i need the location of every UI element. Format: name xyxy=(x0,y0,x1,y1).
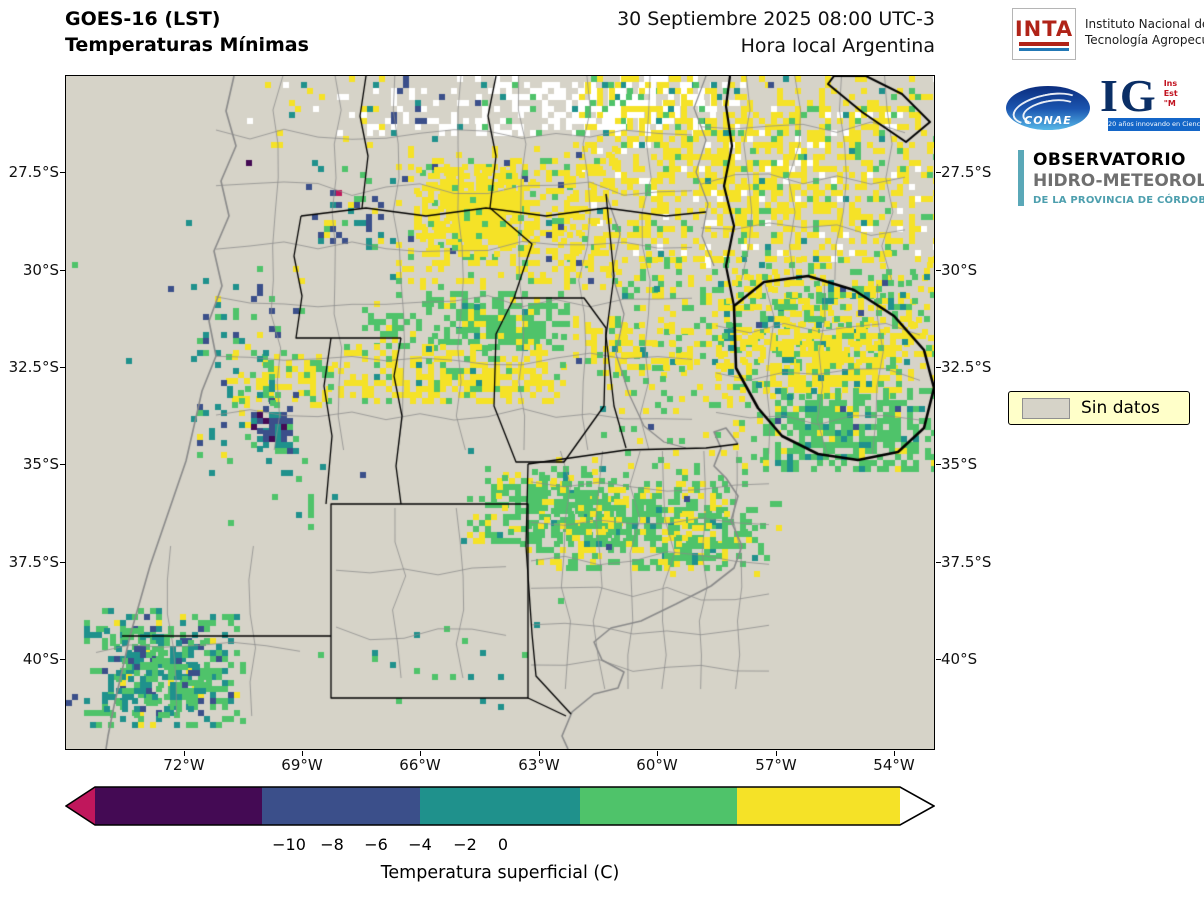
observatorio-line1: OBSERVATORIO xyxy=(1033,150,1186,170)
y-tick-mark xyxy=(60,367,65,368)
y-tick-mark xyxy=(60,172,65,173)
colorbar-tick-label: −4 xyxy=(408,835,432,854)
colorbar-segment xyxy=(420,787,580,825)
y-tick-mark xyxy=(936,172,941,173)
inta-stripe-red xyxy=(1019,41,1069,46)
ig-side-text: Ins Est "M xyxy=(1163,79,1178,108)
colorbar-segment xyxy=(95,787,262,825)
y-tick-mark xyxy=(60,562,65,563)
y-tick-label-left: 35°S xyxy=(22,455,59,473)
colorbar-label: Temperatura superficial (C) xyxy=(380,863,620,883)
colorbar-left-arrow xyxy=(66,787,95,825)
map-title: GOES-16 (LST) xyxy=(65,8,221,30)
y-tick-mark xyxy=(936,367,941,368)
colorbar-outline xyxy=(65,786,935,826)
y-tick-label-right: 30°S xyxy=(941,261,978,279)
y-tick-mark xyxy=(60,659,65,660)
y-tick-label-right: 37.5°S xyxy=(941,553,992,571)
x-tick-label: 63°W xyxy=(518,756,560,774)
y-tick-label-right: 32.5°S xyxy=(941,358,992,376)
x-tick-label: 57°W xyxy=(755,756,797,774)
y-tick-mark xyxy=(936,270,941,271)
y-tick-mark xyxy=(936,659,941,660)
observatorio-province: DE LA PROVINCIA DE CÓRDOBA xyxy=(1033,195,1204,206)
y-tick-label-left: 37.5°S xyxy=(8,553,59,571)
ig-acronym: IG xyxy=(1100,70,1158,121)
inta-caption-line2: Tecnología Agropecu xyxy=(1085,33,1204,47)
observatorio-logo: OBSERVATORIO HIDRO-METEOROLÓG DE LA PROV… xyxy=(1018,150,1204,206)
y-tick-label-left: 40°S xyxy=(22,650,59,668)
inta-acronym: INTA xyxy=(1014,16,1074,41)
conae-label: CONAE xyxy=(1024,114,1072,127)
ig-tagline: 20 años innovando en Ciencia y E xyxy=(1108,118,1200,131)
inta-logo: INTA Instituto Nacional de Tecnología Ag… xyxy=(1012,8,1204,60)
conae-logo: CONAE xyxy=(1006,86,1090,130)
colorbar-tick-label: −10 xyxy=(272,835,306,854)
colorbar-segment xyxy=(262,787,420,825)
x-tick-mark xyxy=(894,751,895,756)
colorbar-tick-label: −6 xyxy=(364,835,388,854)
x-tick-mark xyxy=(184,751,185,756)
x-tick-label: 54°W xyxy=(873,756,915,774)
x-tick-mark xyxy=(776,751,777,756)
y-tick-label-right: 40°S xyxy=(941,650,978,668)
y-tick-label-right: 35°S xyxy=(941,455,978,473)
datetime-block: 30 Septiembre 2025 08:00 UTC-3 Hora loca… xyxy=(617,6,935,60)
y-tick-mark xyxy=(60,270,65,271)
map-canvas xyxy=(66,76,934,749)
colorbar-tick-label: −2 xyxy=(453,835,477,854)
local-time-line: Hora local Argentina xyxy=(740,35,935,57)
inta-caption: Instituto Nacional de Tecnología Agropec… xyxy=(1085,8,1204,60)
map-title-block: GOES-16 (LST) Temperaturas Mínimas xyxy=(65,6,309,58)
map-subtitle: Temperaturas Mínimas xyxy=(65,34,309,56)
x-tick-mark xyxy=(420,751,421,756)
no-data-swatch xyxy=(1022,397,1070,419)
datetime-line: 30 Septiembre 2025 08:00 UTC-3 xyxy=(617,8,935,30)
y-tick-label-left: 27.5°S xyxy=(8,163,59,181)
observatorio-line3: DE LA PROVINCIA DE CÓRDOBA xyxy=(1033,195,1204,206)
no-data-label: Sin datos xyxy=(1081,398,1160,418)
y-tick-label-left: 30°S xyxy=(22,261,59,279)
map-plot xyxy=(65,75,935,750)
y-tick-mark xyxy=(936,464,941,465)
y-tick-label-right: 27.5°S xyxy=(941,163,992,181)
y-tick-label-left: 32.5°S xyxy=(8,358,59,376)
colorbar xyxy=(65,786,935,826)
x-tick-label: 66°W xyxy=(399,756,441,774)
inta-caption-line1: Instituto Nacional de xyxy=(1085,17,1204,31)
x-tick-mark xyxy=(539,751,540,756)
x-tick-label: 69°W xyxy=(281,756,323,774)
inta-stripe-blue xyxy=(1019,47,1069,51)
x-tick-mark xyxy=(657,751,658,756)
colorbar-right-arrow xyxy=(900,787,934,825)
ig-logo: IG Ins Est "M 20 años innovando en Cienc… xyxy=(1100,70,1200,131)
no-data-legend: Sin datos xyxy=(1008,391,1190,425)
y-tick-mark xyxy=(60,464,65,465)
colorbar-segment xyxy=(737,787,900,825)
y-tick-mark xyxy=(936,562,941,563)
inta-logo-icon: INTA xyxy=(1012,8,1076,60)
observatorio-line2: HIDRO-METEOROLÓG xyxy=(1033,171,1204,191)
x-tick-label: 60°W xyxy=(636,756,678,774)
x-tick-label: 72°W xyxy=(163,756,205,774)
colorbar-tick-label: −8 xyxy=(320,835,344,854)
colorbar-tick-label: 0 xyxy=(497,835,509,854)
x-tick-mark xyxy=(302,751,303,756)
colorbar-segment xyxy=(580,787,737,825)
